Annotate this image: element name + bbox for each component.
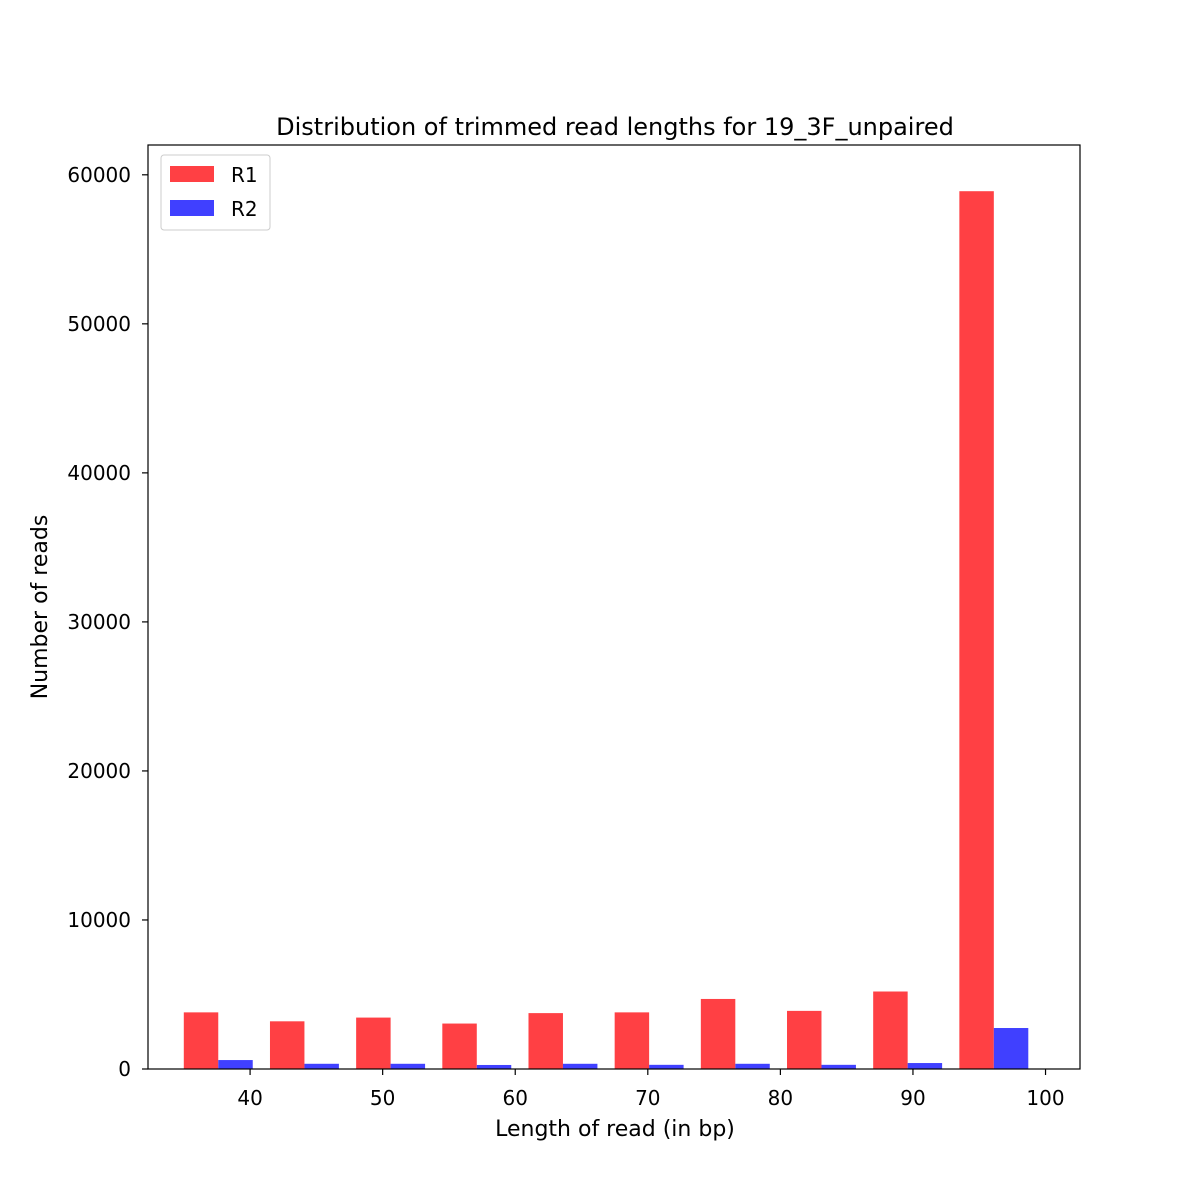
bar-r2-7 bbox=[735, 1063, 770, 1069]
x-tick-label-60: 60 bbox=[503, 1086, 528, 1110]
bar-r2-8 bbox=[821, 1064, 856, 1069]
bar-r2-4 bbox=[476, 1064, 512, 1069]
x-tick-label-40: 40 bbox=[237, 1086, 262, 1110]
bar-r1-8 bbox=[787, 1010, 822, 1069]
x-tick-label-50: 50 bbox=[370, 1086, 395, 1110]
bar-r1-10 bbox=[959, 191, 994, 1069]
x-tick-label-80: 80 bbox=[768, 1086, 793, 1110]
bar-r2-1 bbox=[218, 1060, 253, 1069]
legend-label-r1: R1 bbox=[231, 163, 258, 187]
bar-r2-3 bbox=[390, 1063, 426, 1069]
x-tick-label-100: 100 bbox=[1026, 1086, 1064, 1110]
y-tick-label-10000: 10000 bbox=[67, 908, 131, 932]
bar-r2-5 bbox=[562, 1063, 598, 1069]
x-tick-label-70: 70 bbox=[635, 1086, 660, 1110]
plot-frame bbox=[147, 144, 1081, 1070]
chart-title: Distribution of trimmed read lengths for… bbox=[276, 113, 954, 141]
bar-r1-7 bbox=[700, 998, 736, 1069]
y-axis-ticks: 0 10000 20000 30000 40000 50000 60000 bbox=[67, 163, 148, 1081]
legend-label-r2: R2 bbox=[231, 197, 258, 221]
bar-r2-6 bbox=[649, 1064, 684, 1069]
y-tick-label-60000: 60000 bbox=[67, 163, 131, 187]
bars-group bbox=[183, 191, 1029, 1069]
legend-swatch-r1 bbox=[170, 166, 214, 182]
x-axis-label: Length of read (in bp) bbox=[495, 1117, 735, 1142]
legend-swatch-r2 bbox=[170, 200, 214, 216]
y-tick-label-20000: 20000 bbox=[67, 759, 131, 783]
bar-r2-9 bbox=[907, 1063, 943, 1069]
bar-r1-3 bbox=[356, 1017, 391, 1069]
x-axis-ticks: 40 50 60 70 80 90 100 bbox=[237, 1069, 1065, 1110]
bar-r1-9 bbox=[873, 991, 908, 1069]
y-tick-label-40000: 40000 bbox=[67, 461, 131, 485]
bar-r1-2 bbox=[269, 1021, 305, 1069]
x-tick-label-90: 90 bbox=[900, 1086, 925, 1110]
bar-r2-2 bbox=[304, 1063, 339, 1069]
y-tick-label-30000: 30000 bbox=[67, 610, 131, 634]
bar-r1-4 bbox=[442, 1023, 477, 1069]
bar-r2-10 bbox=[993, 1028, 1029, 1069]
y-tick-label-0: 0 bbox=[118, 1057, 131, 1081]
bar-r1-6 bbox=[614, 1012, 650, 1069]
y-tick-label-50000: 50000 bbox=[67, 312, 131, 336]
legend: R1 R2 bbox=[160, 154, 271, 231]
bar-r1-5 bbox=[528, 1013, 563, 1069]
bar-r1-1 bbox=[183, 1012, 219, 1069]
y-axis-label: Number of reads bbox=[28, 515, 53, 700]
